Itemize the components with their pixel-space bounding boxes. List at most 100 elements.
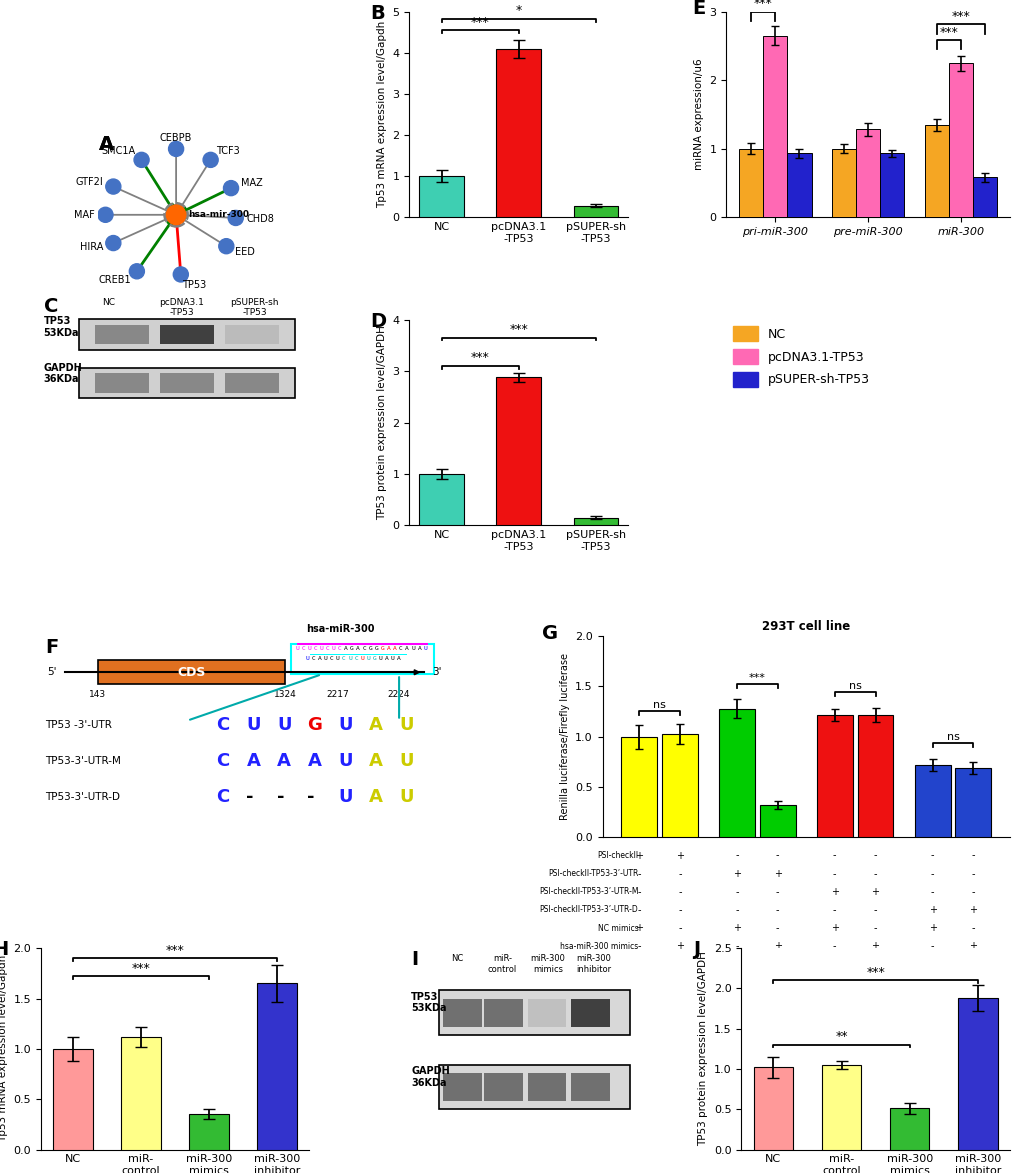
Text: A: A (99, 135, 114, 154)
FancyBboxPatch shape (571, 1073, 609, 1101)
Text: +: + (676, 941, 683, 951)
Text: ***: *** (471, 15, 489, 28)
Text: 5': 5' (48, 667, 57, 677)
Text: C: C (325, 645, 329, 651)
Text: -: - (735, 850, 738, 861)
Text: -: - (833, 941, 836, 951)
Text: G: G (374, 645, 378, 651)
Text: U: U (337, 788, 353, 806)
Text: C: C (216, 752, 229, 769)
FancyBboxPatch shape (98, 660, 284, 684)
Text: U: U (347, 656, 352, 660)
Text: 2224: 2224 (387, 691, 410, 699)
Y-axis label: miRNA expression/u6: miRNA expression/u6 (693, 59, 703, 170)
Text: -: - (775, 923, 779, 933)
Text: -: - (637, 904, 640, 915)
Bar (855, 129, 879, 217)
Text: C: C (301, 645, 305, 651)
FancyBboxPatch shape (442, 1073, 482, 1101)
Text: U: U (319, 645, 323, 651)
Text: MAF: MAF (74, 210, 95, 219)
Bar (718, 708, 754, 838)
Text: -: - (678, 869, 681, 879)
Text: -: - (735, 941, 738, 951)
Text: -: - (247, 788, 254, 806)
Text: +: + (829, 887, 838, 897)
FancyBboxPatch shape (160, 325, 214, 344)
Text: J: J (692, 940, 699, 960)
Text: D: D (370, 312, 385, 331)
Text: hsa-miR-300 mimics: hsa-miR-300 mimics (559, 942, 638, 950)
Text: A: A (384, 656, 388, 660)
Text: A: A (99, 135, 114, 154)
Text: PSI-checkII-TP53-3’-UTR: PSI-checkII-TP53-3’-UTR (547, 869, 638, 879)
Bar (573, 205, 618, 217)
Text: +: + (927, 904, 935, 915)
Text: E: E (692, 0, 705, 19)
Circle shape (133, 152, 149, 168)
FancyBboxPatch shape (484, 998, 523, 1026)
Text: -: - (971, 869, 974, 879)
Text: U: U (335, 656, 339, 660)
Text: C: C (398, 645, 403, 651)
Text: miR-300
inhibitor: miR-300 inhibitor (576, 954, 610, 974)
Bar (832, 149, 855, 217)
Text: +: + (927, 923, 935, 933)
Text: +: + (968, 904, 976, 915)
Text: U: U (398, 788, 413, 806)
Text: TP53: TP53 (181, 280, 206, 290)
FancyBboxPatch shape (484, 1073, 523, 1101)
Bar (914, 765, 950, 838)
Bar (955, 768, 990, 838)
Text: U: U (337, 716, 353, 733)
Text: +: + (635, 923, 642, 933)
Text: G: G (372, 656, 376, 660)
Text: U: U (398, 752, 413, 769)
Text: U: U (307, 645, 311, 651)
Text: ***: *** (753, 0, 772, 11)
Text: B: B (370, 4, 384, 22)
Text: -: - (873, 869, 876, 879)
Text: U: U (294, 645, 299, 651)
FancyBboxPatch shape (442, 998, 482, 1026)
Text: TP53
53KDa: TP53 53KDa (44, 317, 78, 338)
Text: pSUPER-sh
-TP53: pSUPER-sh -TP53 (230, 298, 278, 317)
Text: 2217: 2217 (326, 691, 350, 699)
FancyBboxPatch shape (309, 653, 407, 656)
Text: H: H (0, 940, 9, 960)
Bar (496, 49, 541, 217)
Text: C: C (341, 656, 345, 660)
Text: -: - (971, 923, 974, 933)
Bar (419, 176, 464, 217)
Text: hsa-miR-300: hsa-miR-300 (306, 624, 374, 633)
Text: U: U (390, 656, 394, 660)
Bar (190, 1114, 228, 1150)
Text: -: - (678, 887, 681, 897)
Bar (821, 1065, 860, 1150)
Text: -: - (873, 850, 876, 861)
Bar (889, 1108, 928, 1150)
Text: ns: ns (848, 682, 861, 691)
Bar (879, 154, 903, 217)
Circle shape (228, 210, 244, 225)
Text: CDS: CDS (177, 666, 206, 679)
Text: C: C (216, 716, 229, 733)
FancyBboxPatch shape (571, 998, 609, 1026)
Bar (762, 35, 787, 217)
Text: ***: *** (951, 9, 969, 22)
Bar (923, 124, 948, 217)
Text: -: - (930, 941, 933, 951)
Text: F: F (45, 638, 58, 657)
Text: C: C (354, 656, 358, 660)
Text: NC mimics: NC mimics (597, 923, 638, 933)
FancyBboxPatch shape (95, 325, 149, 344)
Text: U: U (411, 645, 415, 651)
Text: TP53-3'-UTR-D: TP53-3'-UTR-D (45, 792, 120, 802)
Text: PSI-checkII: PSI-checkII (596, 852, 638, 860)
Text: U: U (398, 716, 413, 733)
Text: -: - (873, 923, 876, 933)
Text: -: - (775, 887, 779, 897)
Text: -: - (678, 904, 681, 915)
FancyBboxPatch shape (297, 644, 427, 645)
Text: -: - (833, 904, 836, 915)
